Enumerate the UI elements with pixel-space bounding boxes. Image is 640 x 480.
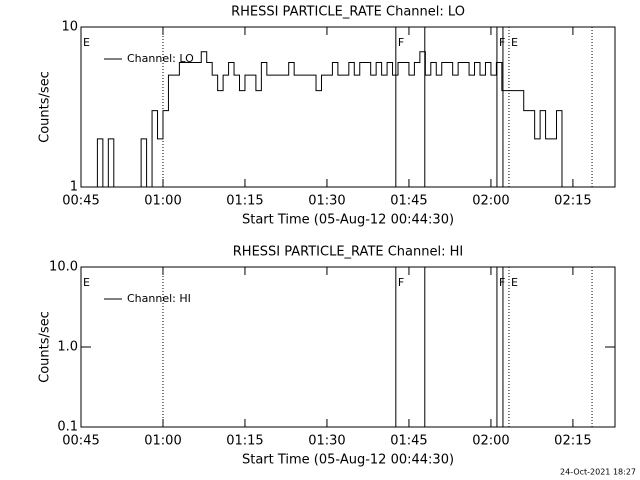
x-tick-label: 01:00 [144, 434, 181, 449]
legend-label: Channel: LO [127, 52, 194, 65]
chart-title: RHESSI PARTICLE_RATE Channel: LO [231, 5, 465, 20]
data-line [86, 51, 568, 188]
x-tick-label: 02:15 [554, 434, 591, 449]
legend-label: Channel: HI [127, 292, 191, 305]
x-axis-label: Start Time (05-Aug-12 00:44:30) [242, 453, 454, 468]
y-tick-label: 1 [70, 180, 78, 195]
y-tick-label: 0.1 [57, 420, 78, 435]
y-tick-label: 10 [61, 20, 78, 35]
x-tick-label: 01:15 [226, 194, 263, 209]
x-tick-label: 00:45 [62, 434, 99, 449]
y-tick-label: 1.0 [57, 340, 78, 355]
y-axis-label: Counts/sec [38, 311, 53, 383]
x-tick-label: 01:00 [144, 194, 181, 209]
event-label: F [398, 36, 404, 49]
y-axis-label: Counts/sec [38, 71, 53, 143]
event-label: F [398, 276, 404, 289]
y-tick-label: 10.0 [49, 260, 78, 275]
event-label: E [83, 36, 90, 49]
event-label: E [83, 276, 90, 289]
x-tick-label: 01:45 [390, 194, 427, 209]
x-tick-label: 02:00 [472, 194, 509, 209]
x-tick-label: 01:45 [390, 434, 427, 449]
x-tick-label: 02:15 [554, 194, 591, 209]
plot-frame [80, 266, 616, 428]
event-label: F [499, 36, 505, 49]
chart-title: RHESSI PARTICLE_RATE Channel: HI [233, 245, 463, 260]
event-label: F [499, 276, 505, 289]
event-label: E [511, 276, 518, 289]
event-label: E [511, 36, 518, 49]
x-tick-label: 00:45 [62, 194, 99, 209]
x-tick-label: 01:30 [308, 434, 345, 449]
x-axis-label: Start Time (05-Aug-12 00:44:30) [242, 213, 454, 228]
x-tick-label: 02:00 [472, 434, 509, 449]
x-tick-label: 01:30 [308, 194, 345, 209]
x-tick-label: 01:15 [226, 434, 263, 449]
plot-frame [80, 26, 616, 188]
date-stamp: 24-Oct-2021 18:27 [560, 468, 636, 477]
